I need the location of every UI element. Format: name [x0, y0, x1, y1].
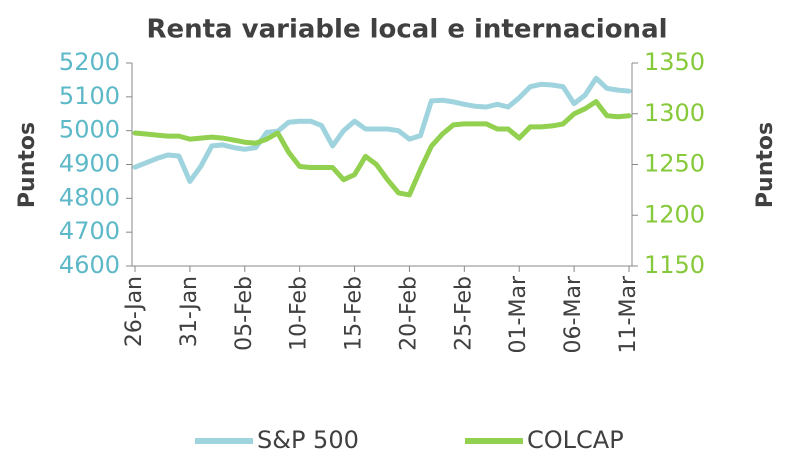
x-tick-label: 15-Feb [342, 276, 367, 351]
y2-tick-label: 1200 [644, 200, 705, 228]
x-tick-label: 06-Mar [561, 275, 586, 353]
x-tick-label: 05-Feb [232, 276, 257, 351]
legend-label: COLCAP [527, 426, 624, 454]
y-tick-label: 5100 [59, 82, 120, 110]
x-tick-label: 26-Jan [122, 276, 147, 347]
x-tick-label: 20-Feb [396, 276, 421, 351]
y-tick-label: 5000 [59, 116, 120, 144]
x-tick-label: 10-Feb [287, 276, 312, 351]
y2-tick-label: 1250 [644, 150, 705, 178]
x-tick-label: 01-Mar [506, 275, 531, 353]
series-line [132, 99, 632, 198]
y2-tick-label: 1300 [644, 99, 705, 127]
x-tick-label: 11-Mar [616, 275, 641, 353]
y-tick-label: 4800 [59, 183, 120, 211]
y2-tick-label: 1150 [644, 251, 705, 279]
x-tick-label: 25-Feb [451, 276, 476, 351]
chart-title: Renta variable local e internacional [146, 15, 667, 45]
y2-tick-label: 1350 [644, 48, 705, 76]
series-line [132, 75, 632, 184]
x-tick-label: 31-Jan [177, 276, 202, 347]
y-tick-label: 5200 [59, 48, 120, 76]
y-tick-label: 4600 [59, 251, 120, 279]
y-tick-label: 4900 [59, 150, 120, 178]
legend-label: S&P 500 [257, 426, 359, 454]
y2-axis-label: Puntos [753, 122, 778, 208]
y-tick-label: 4700 [59, 217, 120, 245]
y-axis-label: Puntos [15, 122, 40, 208]
